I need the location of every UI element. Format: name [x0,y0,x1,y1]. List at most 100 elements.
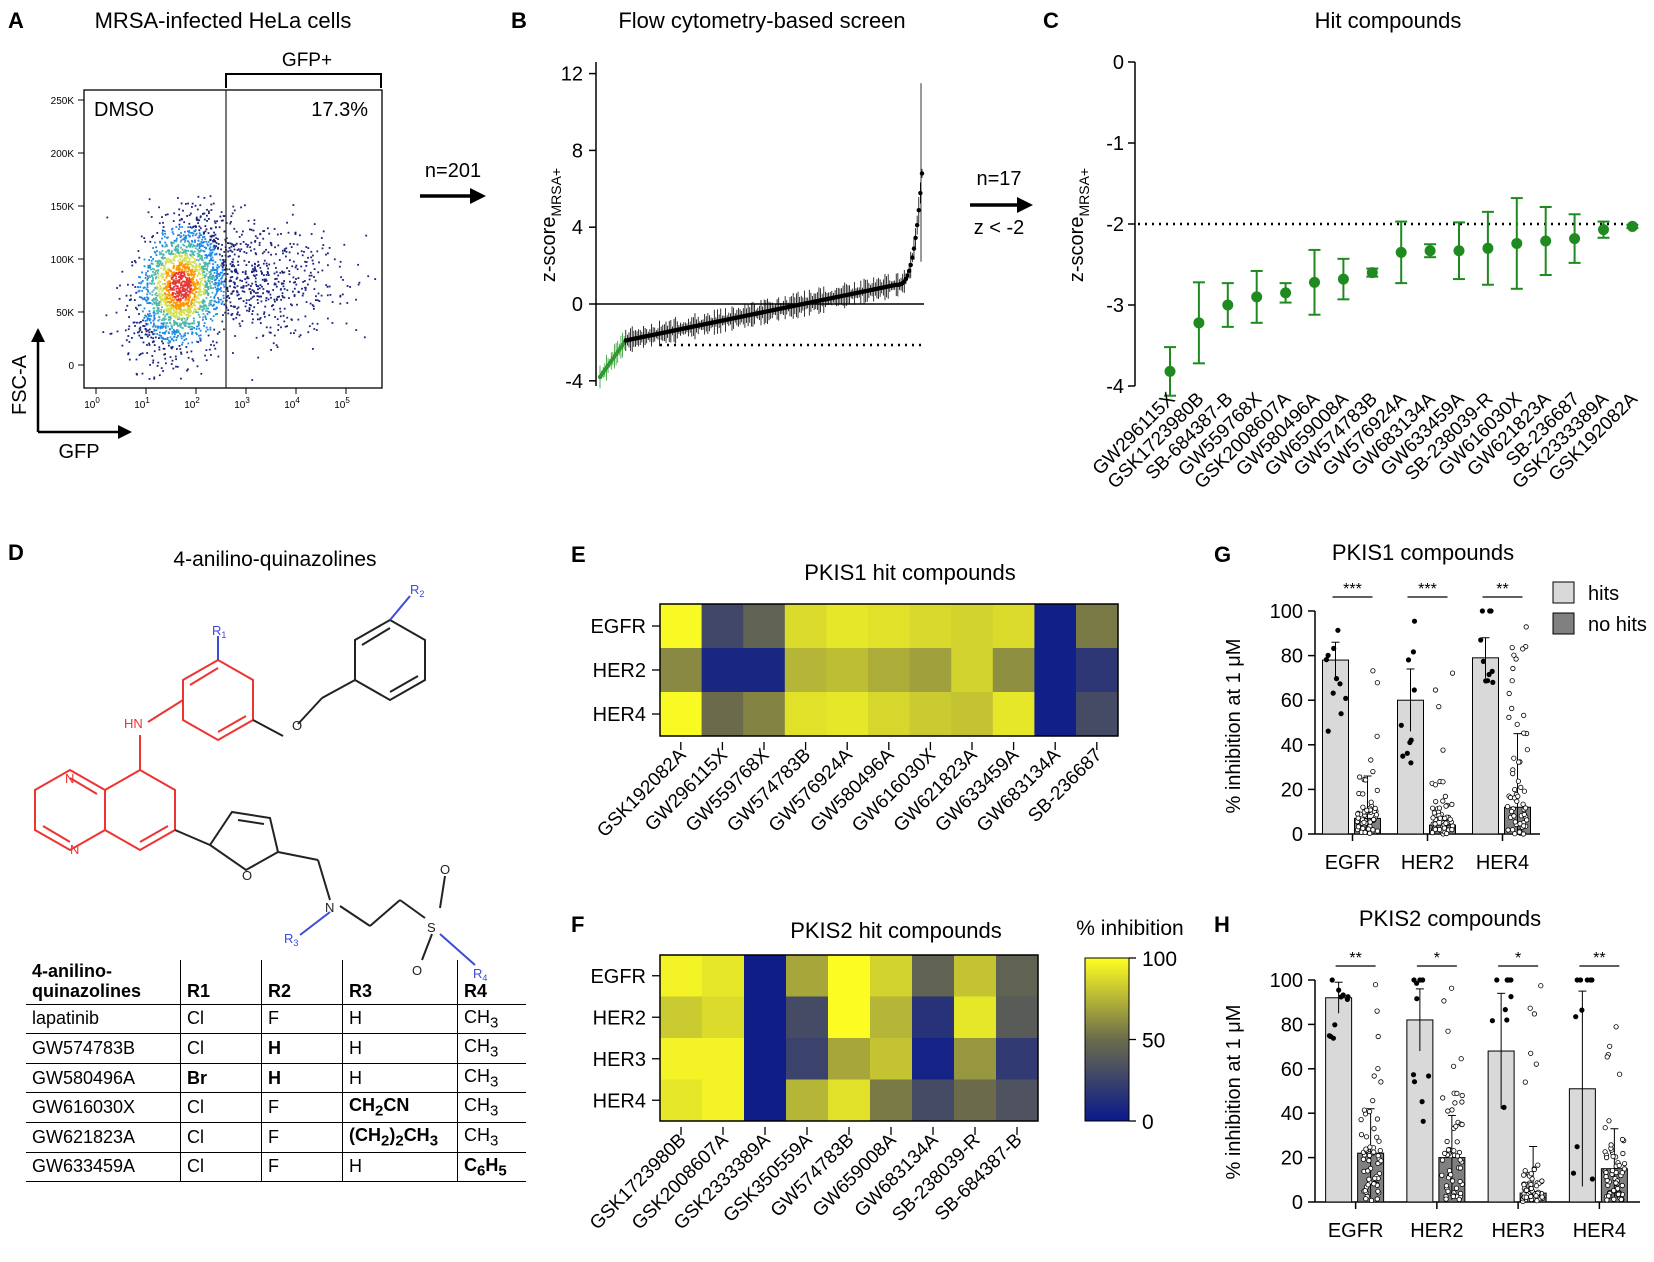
flow-event [221,266,224,269]
flow-event [292,260,295,263]
heatmap-cell [909,604,952,649]
flow-event [132,321,135,324]
flow-event [195,309,197,312]
flow-event [267,251,270,254]
flow-event [145,315,148,318]
flow-event [138,330,141,333]
flow-event [161,216,163,218]
flow-event [208,259,211,262]
flow-event [188,274,190,277]
flow-event [182,258,185,261]
flow-event [222,290,225,293]
flow-event [276,299,278,301]
flow-event [197,321,199,324]
flow-event [186,293,189,296]
flow-event [275,267,277,269]
flow-event [236,249,239,251]
flow-event [198,229,201,232]
flow-event [177,325,179,327]
no-hit-dot [1454,1139,1460,1145]
flow-event [259,284,262,286]
flow-event [281,270,283,273]
flow-event [166,213,169,216]
flow-event [223,303,226,306]
heatmap-row-label: HER2 [593,1007,646,1029]
flow-event [183,287,185,290]
heatmap-cell [744,1079,787,1122]
flow-event [215,237,218,239]
no-hit-dot [1505,827,1511,833]
flow-event [201,257,203,260]
flow-event [152,277,154,280]
flow-event [215,245,217,248]
hit-dot [1417,977,1423,983]
flow-event [162,337,164,340]
flow-event [161,232,164,234]
flow-event [284,250,286,252]
flow-event [127,353,129,356]
flow-event [203,250,206,253]
flow-event [294,266,297,269]
flow-event [190,284,193,287]
flow-event [128,316,130,318]
flow-event [160,272,163,275]
flow-event [193,311,195,313]
flow-event [202,241,205,244]
flow-event [217,281,220,284]
flow-event [265,299,267,302]
screen-point [918,190,923,196]
flow-event [202,231,205,234]
flow-event [177,331,180,334]
flow-event [172,315,175,318]
flow-event [222,283,225,286]
flow-event [187,326,190,328]
flow-event [289,242,292,245]
flow-event [208,276,210,278]
no-hit-dot [1358,1117,1364,1123]
flow-event [178,269,181,272]
flow-event [178,276,180,278]
flow-event [179,240,182,243]
flow-event [184,267,186,270]
flow-event [162,273,164,276]
flow-event [141,372,144,375]
flow-event [211,269,214,272]
flow-event [179,299,182,302]
flow-event [221,300,224,303]
flow-event [293,287,296,290]
no-hit-dot [1371,1073,1377,1079]
flow-event [167,308,170,310]
flow-event [164,232,166,235]
y-tick-label: 40 [1281,1103,1303,1125]
heatmap-cell [912,955,955,997]
flow-event [176,303,179,306]
flow-event [170,307,173,310]
flow-event [178,281,181,284]
flow-event [331,322,334,324]
flow-event [237,255,240,258]
no-hit-dot [1513,656,1519,662]
flow-event [187,295,190,298]
flow-event [189,289,192,291]
flow-event [180,264,183,266]
flow-event [191,322,194,325]
flow-event [160,367,163,369]
flow-event [214,261,217,264]
flow-event [170,324,173,327]
flow-event [177,329,180,332]
flow-event [173,239,176,242]
flow-event [197,195,200,198]
flow-event [274,316,276,318]
no-hit-dot [1365,826,1372,832]
flow-event [202,250,205,252]
no-hit-dot [1366,1158,1372,1164]
furan-ring [208,810,280,872]
flow-event [157,269,159,272]
flow-event [285,255,287,258]
no-hit-dot [1521,730,1527,736]
flow-event [241,290,244,293]
flow-event [205,240,208,243]
hit-dot [1323,656,1330,663]
flow-event [313,268,316,270]
flow-event [290,246,293,248]
